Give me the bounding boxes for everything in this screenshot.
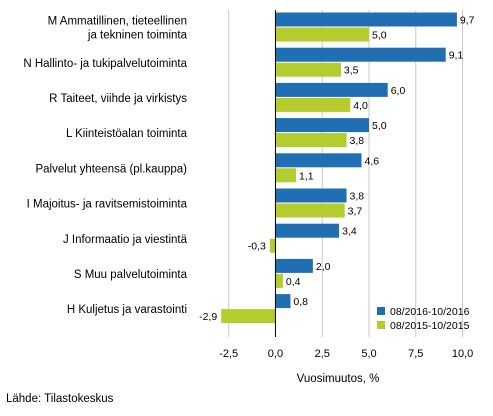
category-label: J Informaatio ja viestintä xyxy=(63,234,188,246)
bar xyxy=(275,62,341,77)
category-label: S Muu palvelutoiminta xyxy=(74,269,188,281)
bar xyxy=(275,223,340,238)
data-label: 9,7 xyxy=(460,15,475,27)
data-label: 3,8 xyxy=(350,135,365,147)
data-label: 0,8 xyxy=(293,296,308,308)
category-label: N Hallinto- ja tukipalvelutoiminta xyxy=(23,58,187,70)
bar xyxy=(275,118,369,133)
legend-swatch xyxy=(377,307,385,315)
category-label-line: S Muu palvelutoiminta xyxy=(74,269,188,281)
category-label: R Taiteet, viihde ja virkistys xyxy=(49,93,187,105)
category-label: M Ammatillinen, tieteellinen ja tekninen … xyxy=(48,16,188,42)
data-label: 3,5 xyxy=(344,65,359,77)
category-label-line: H Kuljetus ja varastointi xyxy=(67,304,187,316)
data-label: 9,1 xyxy=(449,50,464,62)
x-tick-label: 10,0 xyxy=(452,348,473,360)
bar xyxy=(275,273,283,288)
category-label-line: J Informaatio ja viestintä xyxy=(63,234,188,246)
bar xyxy=(275,258,313,273)
legend: 08/2016-10/2016 08/2015-10/2015 xyxy=(377,306,470,332)
bar xyxy=(275,294,291,309)
category-label-line: N Hallinto- ja tukipalvelutoiminta xyxy=(23,58,187,70)
category-label: L Kiinteistöalan toiminta xyxy=(66,128,188,140)
data-label: 4,0 xyxy=(353,100,368,112)
data-label: 3,8 xyxy=(350,191,365,203)
x-tick-label: 2,5 xyxy=(315,348,330,360)
source-note: Lähde: Tilastokeskus xyxy=(6,393,114,405)
data-label: -0,3 xyxy=(248,241,266,253)
data-label: 1,1 xyxy=(299,170,314,182)
bar xyxy=(275,82,388,97)
bar xyxy=(221,309,276,324)
data-label: 0,4 xyxy=(286,276,301,288)
bars xyxy=(221,12,457,324)
x-tick-label: 5,0 xyxy=(361,348,376,360)
category-label: Palvelut yhteensä (pl.kauppa) xyxy=(35,163,187,175)
x-axis-title: Vuosimuutos, % xyxy=(297,373,380,385)
category-label-line: R Taiteet, viihde ja virkistys xyxy=(49,93,187,105)
bar xyxy=(275,188,347,203)
bar xyxy=(275,12,457,27)
data-label: 5,0 xyxy=(372,30,387,42)
data-label: 6,0 xyxy=(391,85,406,97)
category-label-line: Palvelut yhteensä (pl.kauppa) xyxy=(35,163,187,175)
data-label: 3,7 xyxy=(348,206,363,218)
bar xyxy=(275,97,351,112)
category-label: I Majoitus- ja ravitsemistoiminta xyxy=(27,199,188,211)
labels: -2,5 0,0 2,5 5,0 7,5 10,0 M Ammatillinen, tiet… xyxy=(23,15,474,361)
legend-label: 08/2016-10/2016 xyxy=(390,306,470,318)
category-label-line: ja tekninen toiminta xyxy=(87,30,188,42)
legend-swatch xyxy=(377,321,385,329)
category-label: H Kuljetus ja varastointi xyxy=(67,304,187,316)
data-label: 5,0 xyxy=(372,120,387,132)
data-label: 4,6 xyxy=(365,155,380,167)
x-tick-label: 7,5 xyxy=(408,348,423,360)
data-label: 3,4 xyxy=(342,226,357,238)
category-label-line: L Kiinteistöalan toiminta xyxy=(66,128,188,140)
data-label: -2,9 xyxy=(199,311,217,323)
x-tick-label: 0,0 xyxy=(268,348,283,360)
data-label: 2,0 xyxy=(316,261,331,273)
category-label-line: I Majoitus- ja ravitsemistoiminta xyxy=(27,199,188,211)
bar xyxy=(275,47,446,62)
bar xyxy=(275,203,345,218)
bar xyxy=(275,133,347,148)
x-tick-label: -2,5 xyxy=(219,348,238,360)
category-label-line: M Ammatillinen, tieteellinen xyxy=(48,16,187,28)
bar xyxy=(275,153,362,168)
bar xyxy=(275,27,369,42)
bar xyxy=(269,238,276,253)
bar xyxy=(275,168,297,183)
legend-label: 08/2015-10/2015 xyxy=(390,320,470,332)
